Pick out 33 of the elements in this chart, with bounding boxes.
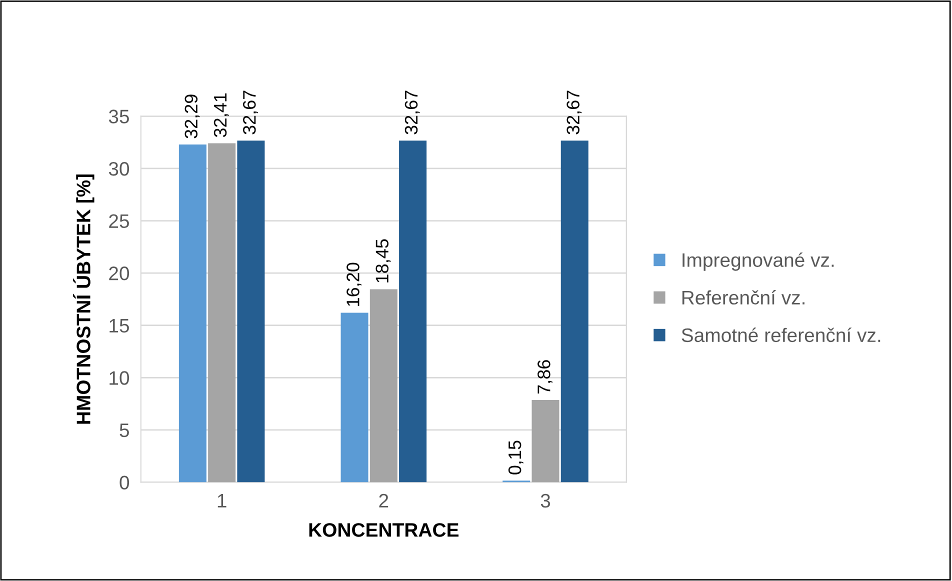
bar: [532, 400, 560, 482]
legend-label: Referenční vz.: [682, 290, 804, 305]
data-label: 32,41: [214, 93, 229, 138]
data-label: 7,86: [538, 360, 552, 394]
y-tick-label: 15: [110, 319, 129, 333]
data-label: 18,45: [376, 239, 391, 282]
y-tick-label: 30: [108, 162, 130, 176]
legend-label: Impregnované vz.: [682, 252, 834, 271]
legend-label: Samotné referenční vz.: [682, 328, 880, 342]
x-tick-label: 1: [218, 494, 226, 508]
data-label: 32,67: [404, 90, 420, 134]
data-label: 32,67: [566, 90, 582, 134]
bar: [237, 140, 265, 482]
data-label: 16,20: [346, 262, 362, 306]
y-axis-title: HMOTNOSTNÍ ÚBYTEK [%]: [73, 174, 94, 424]
y-tick-label: 25: [109, 214, 129, 228]
data-label: 0,15: [508, 440, 524, 474]
x-axis-title: KONCENTRACE: [309, 523, 459, 537]
bar: [340, 312, 368, 482]
data-label: 32,29: [184, 94, 200, 138]
y-tick-label: 20: [109, 266, 130, 280]
x-tick-label: 3: [540, 494, 550, 508]
y-tick-label: 10: [110, 371, 130, 385]
y-tick-label: 35: [108, 110, 129, 124]
y-tick-label: 0: [120, 476, 130, 490]
bar: [370, 289, 398, 482]
y-tick-label: 5: [120, 424, 129, 438]
bar: [178, 144, 206, 482]
bar: [399, 140, 427, 482]
x-tick-label: 2: [379, 494, 388, 508]
data-label: 32,67: [243, 90, 258, 134]
bar: [208, 143, 236, 482]
bar: [560, 140, 588, 482]
